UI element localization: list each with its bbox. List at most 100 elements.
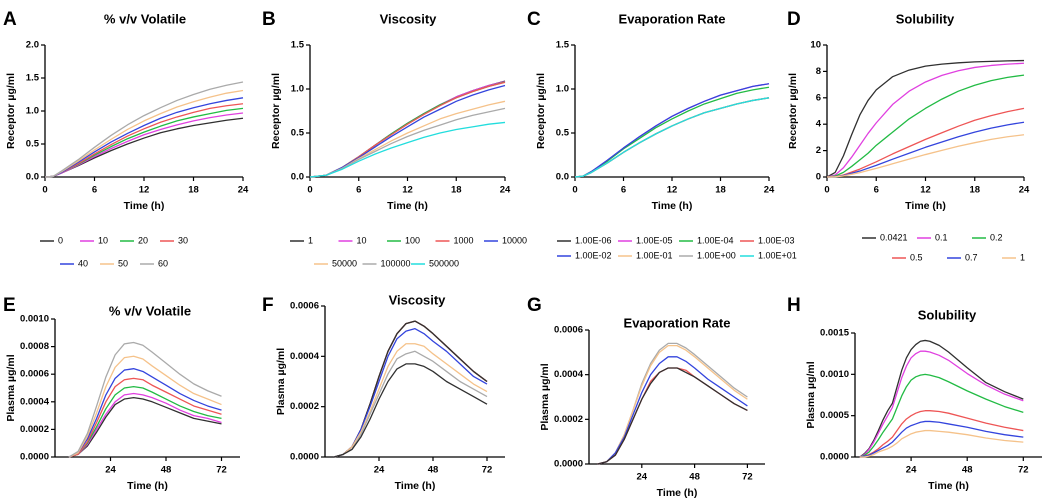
y-tick-label: 8 — [816, 66, 821, 77]
panel-c: C Evaporation Rate 0.0 0.5 1.0 1.5 0 6 12 18 24 Tim… — [527, 9, 797, 260]
y-axis-label: Receptor µg/ml — [535, 73, 547, 149]
chart-title: Evaporation Rate — [624, 315, 731, 330]
x-tick-label: 6 — [356, 185, 361, 196]
x-tick-label: 0 — [42, 185, 47, 196]
legend-label: 50 — [118, 258, 128, 268]
chart-title: % v/v Volatile — [104, 11, 186, 26]
series-line-1000 — [309, 81, 506, 178]
series-line-500000 — [309, 121, 506, 178]
x-tick-label: 24 — [105, 465, 116, 476]
series-line-30 — [44, 103, 244, 178]
series-line-50000 — [333, 343, 488, 458]
series-line-1.00E-02 — [597, 356, 748, 465]
y-tick-label: 0.0002 — [20, 424, 49, 435]
panel-label: D — [787, 9, 801, 30]
x-tick-label: 24 — [764, 185, 775, 196]
y-axis-label: Plasma µg/ml — [539, 363, 551, 430]
x-tick-label: 18 — [451, 185, 462, 196]
series-line-100000 — [333, 350, 488, 458]
x-tick-label: 6 — [92, 185, 97, 196]
y-tick-label: 0.0004 — [290, 351, 320, 362]
y-tick-label: 1.5 — [556, 40, 570, 51]
legend: 1 10 100 1000 10000 50000 100000 500000 — [290, 235, 527, 268]
series-line-0.0421 — [826, 59, 1025, 178]
panel-b: B Viscosity 0.0 0.5 1.0 1.5 0 6 12 18 24 Time (h) Re… — [262, 9, 527, 268]
y-tick-label: 4 — [816, 119, 822, 130]
series-line-50 — [68, 355, 222, 458]
legend-label: 50000 — [332, 258, 357, 268]
x-tick-label: 12 — [667, 185, 678, 196]
series-line-30 — [68, 377, 222, 458]
y-tick-label: 0 — [816, 172, 821, 183]
y-tick-label: 0.0 — [26, 172, 39, 183]
x-tick-label: 24 — [238, 185, 249, 196]
legend-label: 100000 — [381, 258, 411, 268]
x-tick-label: 24 — [637, 472, 648, 483]
y-tick-label: 1.0 — [291, 84, 304, 95]
x-tick-label: 48 — [428, 465, 439, 476]
y-axis-label: Receptor µg/ml — [787, 73, 799, 149]
y-tick-label: 1.0 — [556, 84, 569, 95]
x-tick-label: 18 — [969, 185, 980, 196]
x-tick-label: 72 — [216, 465, 227, 476]
y-tick-label: 0.5 — [556, 128, 570, 139]
x-tick-label: 48 — [689, 472, 700, 483]
x-tick-label: 18 — [188, 185, 199, 196]
y-axis-label: Plasma µg/ml — [275, 348, 287, 415]
legend-label: 0.1 — [935, 232, 948, 242]
y-tick-label: 2 — [816, 145, 821, 156]
series-line-60 — [44, 81, 244, 178]
x-tick-label: 12 — [920, 185, 931, 196]
chart-title: Solubility — [896, 11, 955, 26]
chart-title: % v/v Volatile — [109, 303, 191, 318]
y-tick-label: 0.0004 — [20, 396, 50, 407]
y-tick-label: 0.0015 — [820, 328, 850, 339]
x-tick-label: 72 — [1018, 465, 1029, 476]
legend-label: 1.00E-04 — [697, 235, 734, 245]
x-axis-label: Time (h) — [928, 480, 969, 492]
series-line-20 — [44, 107, 244, 178]
y-tick-label: 0.0002 — [290, 401, 319, 412]
x-axis-label: Time (h) — [657, 487, 698, 499]
y-tick-label: 0.0000 — [20, 452, 49, 463]
series-line-0.1 — [859, 350, 1024, 458]
y-axis-label: Plasma µg/ml — [805, 361, 817, 428]
y-axis-label: Plasma µg/ml — [5, 354, 17, 421]
legend: 1.00E-06 1.00E-05 1.00E-04 1.00E-03 1.00E-02… — [557, 235, 797, 260]
series-line-1 — [826, 134, 1025, 178]
y-tick-label: 0.0006 — [554, 325, 583, 336]
x-axis-label: Time (h) — [395, 480, 436, 492]
panel-e: E % v/v Volatile 0.0000 0.0002 0.0004 0.0006 0… — [3, 295, 240, 492]
x-tick-label: 6 — [874, 185, 879, 196]
y-tick-label: 0.5 — [26, 139, 40, 150]
legend-label: 10 — [357, 235, 367, 245]
series-line-1 — [859, 429, 1024, 458]
x-tick-label: 12 — [402, 185, 413, 196]
x-tick-label: 0 — [824, 185, 829, 196]
series-line-0.2 — [826, 74, 1025, 178]
legend-label: 1 — [1020, 252, 1025, 262]
legend-label: 1.00E-01 — [636, 250, 673, 260]
legend-label: 1 — [308, 235, 313, 245]
panel-label: G — [527, 295, 542, 316]
series-line-100000 — [309, 107, 506, 178]
series-line-100 — [309, 81, 506, 178]
chart-title: Viscosity — [389, 292, 447, 307]
x-tick-label: 72 — [742, 472, 753, 483]
legend-label: 1.00E-03 — [758, 235, 795, 245]
legend-label: 0 — [58, 235, 63, 245]
series-line-1.00E+01 — [574, 97, 770, 178]
y-tick-label: 0.0000 — [290, 452, 319, 463]
y-tick-label: 0.0008 — [20, 341, 49, 352]
panel-label: F — [262, 295, 274, 316]
x-tick-label: 0 — [572, 185, 577, 196]
chart-title: Evaporation Rate — [619, 11, 726, 26]
series-line-1 — [309, 80, 506, 178]
x-tick-label: 48 — [161, 465, 172, 476]
legend-label: 40 — [78, 258, 88, 268]
x-tick-label: 24 — [906, 465, 917, 476]
legend: 0 10 20 30 40 50 60 — [40, 235, 188, 268]
series-line-60 — [68, 341, 222, 458]
y-tick-label: 0.0000 — [820, 452, 849, 463]
